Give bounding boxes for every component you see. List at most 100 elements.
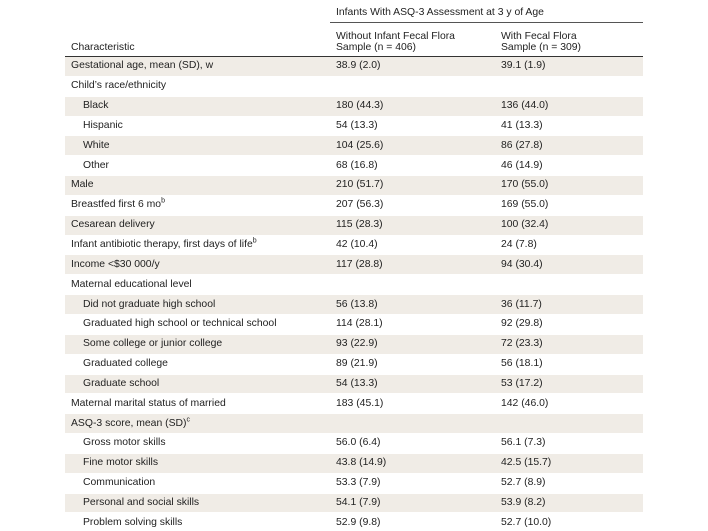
- row-value-without-flora: 54.1 (7.9): [330, 493, 495, 514]
- row-characteristic: Other: [65, 155, 330, 177]
- row-label: Breastfed first 6 mo: [71, 199, 162, 211]
- row-characteristic: Gross motor skills: [65, 433, 330, 454]
- row-value-with-flora: [495, 413, 643, 435]
- row-label: Personal and social skills: [83, 496, 200, 508]
- row-label: Black: [83, 100, 109, 112]
- row-characteristic: Graduated high school or technical schoo…: [65, 314, 330, 335]
- row-label: Gestational age, mean (SD), w: [71, 60, 214, 72]
- table-row: Gestational age, mean (SD), w 38.9 (2.0) 3…: [65, 56, 643, 77]
- table-row: Infant antibiotic therapy, first days of…: [65, 235, 643, 256]
- group-header: Infants With ASQ-3 Assessment at 3 y of …: [330, 0, 643, 23]
- row-label: Hispanic: [83, 119, 123, 131]
- row-value-without-flora: 53.3 (7.9): [330, 473, 495, 494]
- table-body: Gestational age, mean (SD), w 38.9 (2.0) 3…: [65, 56, 643, 531]
- row-characteristic: Child’s race/ethnicity: [65, 76, 330, 97]
- table-row: Graduated high school or technical schoo…: [65, 314, 643, 335]
- row-value-without-flora: [330, 274, 495, 296]
- row-value-with-flora: 52.7 (8.9): [495, 473, 643, 494]
- row-label: Did not graduate high school: [83, 298, 216, 310]
- row-value-without-flora: [330, 413, 495, 435]
- row-value-without-flora: 89 (21.9): [330, 354, 495, 375]
- row-value-without-flora: 115 (28.3): [330, 215, 495, 236]
- row-value-with-flora: 53.9 (8.2): [495, 493, 643, 514]
- row-label: Child’s race/ethnicity: [71, 80, 167, 92]
- row-value-with-flora: 100 (32.4): [495, 215, 643, 236]
- row-characteristic: White: [65, 135, 330, 157]
- table-row: Personal and social skills 54.1 (7.9) 53.9…: [65, 493, 643, 514]
- row-characteristic: Graduate school: [65, 374, 330, 395]
- row-value-with-flora: 42.5 (15.7): [495, 453, 643, 474]
- row-value-with-flora: 41 (13.3): [495, 116, 643, 137]
- footnote-marker: c: [186, 416, 190, 424]
- row-value-without-flora: 117 (28.8): [330, 254, 495, 276]
- col-with-flora-header: With Fecal Flora Sample (n = 309): [495, 23, 643, 57]
- row-label: ASQ-3 score, mean (SD): [71, 417, 187, 429]
- table-row: Hispanic 54 (13.3) 41 (13.3): [65, 116, 643, 137]
- row-value-with-flora: 46 (14.9): [495, 155, 643, 177]
- row-value-without-flora: 68 (16.8): [330, 155, 495, 177]
- table-row: Male 210 (51.7) 170 (55.0): [65, 175, 643, 196]
- table-row: ASQ-3 score, mean (SD)c: [65, 413, 643, 435]
- row-value-with-flora: [495, 76, 643, 97]
- row-characteristic: Black: [65, 96, 330, 117]
- row-label: Male: [71, 179, 94, 191]
- footnote-marker: b: [161, 197, 165, 205]
- row-characteristic: Cesarean delivery: [65, 215, 330, 236]
- row-value-without-flora: 207 (56.3): [330, 195, 495, 216]
- row-characteristic: Infant antibiotic therapy, first days of…: [65, 235, 330, 256]
- row-label: Other: [83, 159, 109, 171]
- row-value-without-flora: 56 (13.8): [330, 294, 495, 315]
- row-value-without-flora: 180 (44.3): [330, 96, 495, 117]
- table-row: Communication 53.3 (7.9) 52.7 (8.9): [65, 473, 643, 494]
- row-label: Maternal marital status of married: [71, 397, 226, 409]
- row-value-with-flora: 39.1 (1.9): [495, 56, 643, 77]
- row-characteristic: Fine motor skills: [65, 453, 330, 474]
- row-characteristic: ASQ-3 score, mean (SD)c: [65, 413, 330, 435]
- characteristics-table-container: Infants With ASQ-3 Assessment at 3 y of …: [65, 0, 643, 531]
- table-row: Maternal educational level: [65, 274, 643, 296]
- row-value-with-flora: 136 (44.0): [495, 96, 643, 117]
- table-row: Fine motor skills 43.8 (14.9) 42.5 (15.7): [65, 453, 643, 474]
- table-row: Did not graduate high school 56 (13.8) 36 …: [65, 294, 643, 315]
- row-value-without-flora: 210 (51.7): [330, 175, 495, 196]
- col-without-flora-line2: Sample (n = 406): [336, 42, 416, 53]
- row-characteristic: Breastfed first 6 mob: [65, 195, 330, 216]
- row-characteristic: Hispanic: [65, 116, 330, 137]
- col-with-flora-line1: With Fecal Flora: [501, 31, 577, 42]
- row-label: Infant antibiotic therapy, first days of…: [71, 239, 253, 251]
- characteristics-table: Infants With ASQ-3 Assessment at 3 y of …: [65, 0, 643, 531]
- table-row: Some college or junior college 93 (22.9) 7…: [65, 334, 643, 355]
- row-value-without-flora: 114 (28.1): [330, 314, 495, 335]
- row-value-without-flora: 183 (45.1): [330, 393, 495, 415]
- table-row: Gross motor skills 56.0 (6.4) 56.1 (7.3): [65, 433, 643, 454]
- row-label: Problem solving skills: [83, 516, 183, 528]
- table-row: Graduated college 89 (21.9) 56 (18.1): [65, 354, 643, 375]
- table-row: Other 68 (16.8) 46 (14.9): [65, 155, 643, 177]
- row-value-with-flora: 56.1 (7.3): [495, 433, 643, 454]
- row-characteristic: Maternal marital status of married: [65, 393, 330, 415]
- row-label: Graduated high school or technical schoo…: [83, 318, 277, 330]
- row-value-with-flora: 72 (23.3): [495, 334, 643, 355]
- row-label: Graduate school: [83, 377, 160, 389]
- row-characteristic: Male: [65, 175, 330, 196]
- table-row: Black 180 (44.3) 136 (44.0): [65, 96, 643, 117]
- row-characteristic: Problem solving skills: [65, 512, 330, 531]
- row-label: Graduated college: [83, 358, 168, 370]
- row-characteristic: Income <$30 000/y: [65, 254, 330, 276]
- row-value-without-flora: 42 (10.4): [330, 235, 495, 256]
- row-value-without-flora: 43.8 (14.9): [330, 453, 495, 474]
- row-value-with-flora: [495, 274, 643, 296]
- row-label: Gross motor skills: [83, 437, 166, 449]
- row-value-with-flora: 56 (18.1): [495, 354, 643, 375]
- table-row: Maternal marital status of married 183 (4…: [65, 393, 643, 415]
- row-characteristic: Some college or junior college: [65, 334, 330, 355]
- table-row: Cesarean delivery 115 (28.3) 100 (32.4): [65, 215, 643, 236]
- row-label: Communication: [83, 477, 156, 489]
- row-label: Some college or junior college: [83, 338, 223, 350]
- row-characteristic: Graduated college: [65, 354, 330, 375]
- row-value-with-flora: 24 (7.8): [495, 235, 643, 256]
- table-row: White 104 (25.6) 86 (27.8): [65, 135, 643, 157]
- table-row: Child’s race/ethnicity: [65, 76, 643, 97]
- row-value-without-flora: 56.0 (6.4): [330, 433, 495, 454]
- header-spacer: [65, 0, 330, 23]
